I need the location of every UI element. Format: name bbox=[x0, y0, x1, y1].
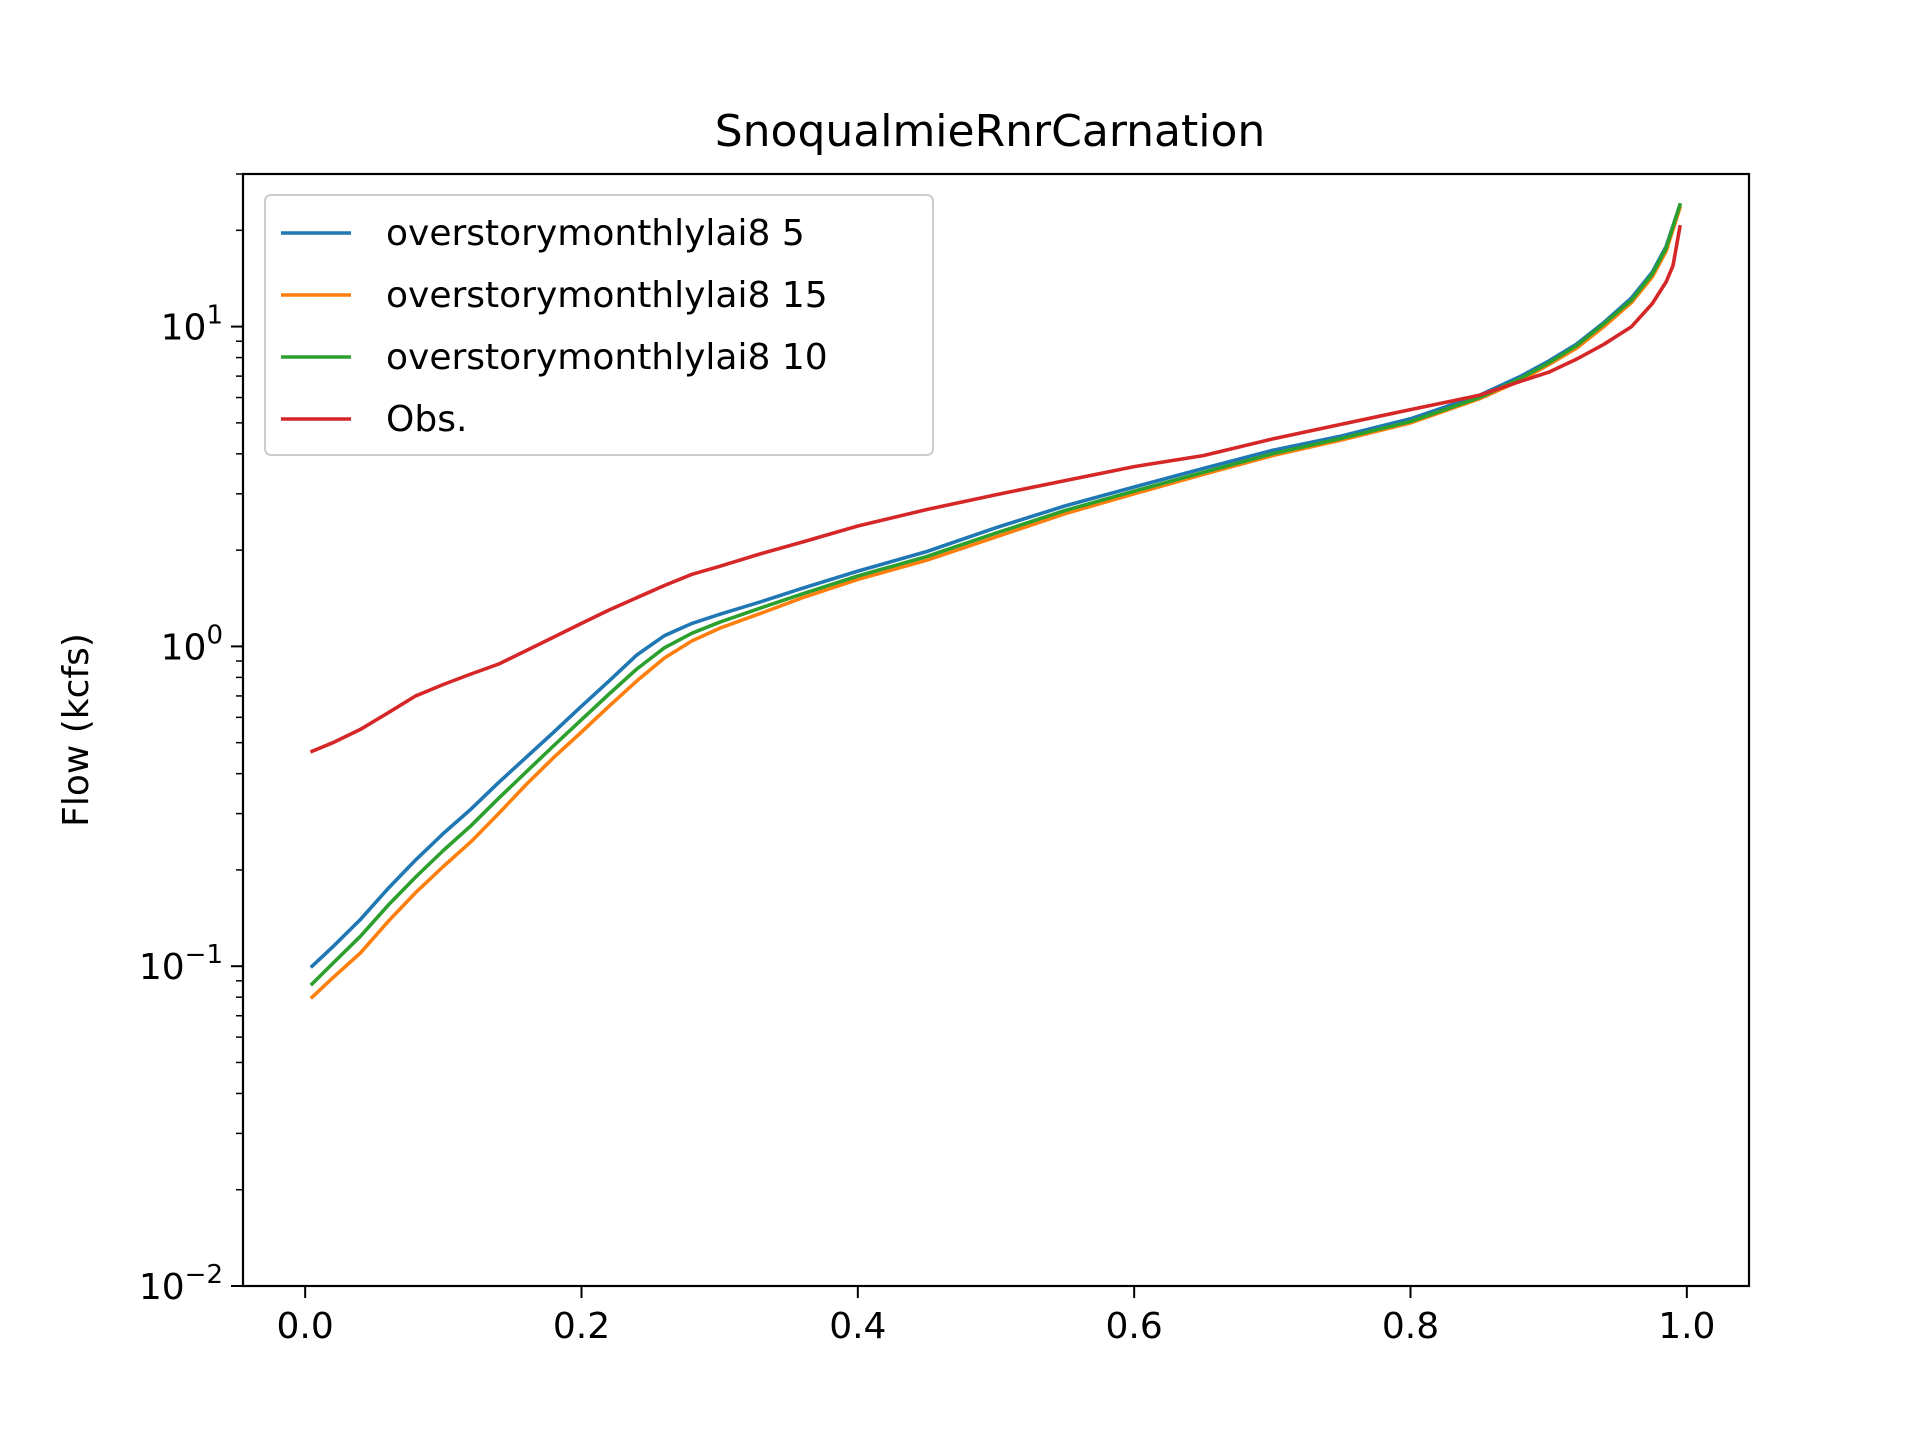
x-tick-label: 0.6 bbox=[1106, 1306, 1163, 1347]
x-tick-label: 0.4 bbox=[829, 1306, 886, 1347]
x-tick-label: 0.2 bbox=[553, 1306, 610, 1347]
legend-label: overstorymonthlylai8 15 bbox=[386, 275, 828, 316]
y-axis-ticks: 10−2 10−1 100 101 bbox=[139, 173, 243, 1308]
legend-label: overstorymonthlylai8 10 bbox=[386, 337, 828, 378]
legend-box bbox=[264, 194, 934, 456]
y-tick-label: 101 bbox=[161, 301, 223, 349]
legend-label: overstorymonthlylai8 5 bbox=[386, 213, 805, 254]
legend-label: Obs. bbox=[386, 399, 467, 440]
y-tick-label: 100 bbox=[161, 620, 223, 668]
series-line-4 bbox=[309, 224, 1682, 754]
x-axis-ticks: 0.0 0.2 0.4 0.6 0.8 1.0 bbox=[277, 1286, 1715, 1347]
y-tick-label: 10−2 bbox=[139, 1260, 223, 1308]
x-tick-label: 1.0 bbox=[1658, 1306, 1715, 1347]
x-tick-label: 0.8 bbox=[1382, 1306, 1439, 1347]
legend: overstorymonthlylai8 5 overstorymonthlyla… bbox=[264, 194, 934, 456]
plot-series-group bbox=[309, 202, 1683, 1000]
series-line-3 bbox=[309, 202, 1683, 987]
y-axis-label: Flow (kcfs) bbox=[56, 633, 97, 827]
y-tick-label: 10−1 bbox=[139, 940, 223, 988]
x-tick-label: 0.0 bbox=[277, 1306, 334, 1347]
plot-frame bbox=[241, 172, 1751, 1288]
chart-title: SnoqualmieRnrCarnation bbox=[715, 106, 1266, 157]
